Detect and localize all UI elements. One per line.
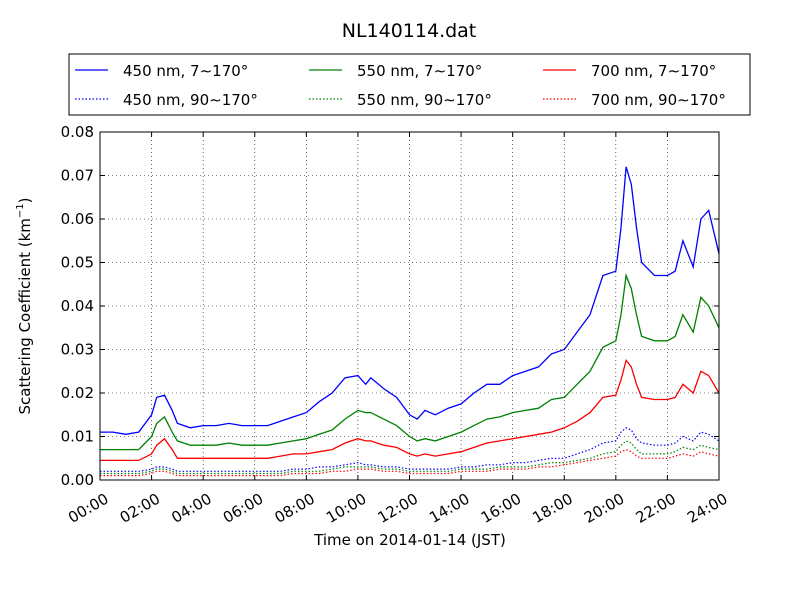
x-tick-label: 00:00	[65, 490, 111, 527]
series-line-3	[100, 272, 720, 451]
y-axis-label: Scattering Coefficient (km−1)	[15, 197, 34, 414]
legend-label-5: 700 nm, 7∼170°	[591, 62, 716, 80]
y-tick-label: 0.07	[61, 167, 94, 185]
y-axis-label-sup: −1	[15, 203, 26, 218]
x-tick-label: 22:00	[633, 490, 679, 527]
series-line-5	[100, 358, 720, 462]
legend-label-1: 450 nm, 7∼170°	[123, 62, 248, 80]
x-tick-label: 16:00	[478, 490, 524, 527]
legend-label-6: 700 nm, 90∼170°	[591, 91, 726, 109]
y-tick-label: 0.05	[61, 254, 94, 272]
x-tick-label: 18:00	[529, 490, 575, 527]
x-tick-label: 24:00	[684, 490, 730, 527]
y-tick-label: 0.08	[61, 123, 94, 141]
x-tick-label: 04:00	[168, 490, 214, 527]
series-line-2	[100, 427, 720, 472]
x-tick-label: 02:00	[117, 490, 163, 527]
x-tick-label: 12:00	[375, 490, 421, 527]
x-tick-label: 10:00	[323, 490, 369, 527]
series-line-4	[100, 440, 720, 475]
series-line-6	[100, 448, 720, 477]
series-layer	[100, 166, 720, 477]
x-axis-label: Time on 2014-01-14 (JST)	[313, 531, 506, 549]
y-tick-label: 0.00	[61, 471, 94, 489]
y-tick-label: 0.06	[61, 210, 94, 228]
legend-box	[68, 53, 751, 116]
y-tick-label: 0.04	[61, 297, 94, 315]
y-tick-label: 0.03	[61, 341, 94, 359]
y-axis-label-main: Scattering Coefficient (km	[16, 218, 34, 414]
x-tick-label: 14:00	[426, 490, 472, 527]
legend-label-4: 550 nm, 90∼170°	[357, 91, 492, 109]
y-axis: 0.00 0.01 0.02 0.03 0.04 0.05 0.06 0.07 0.08	[61, 123, 719, 489]
x-tick-label: 06:00	[220, 490, 266, 527]
legend-label-3: 550 nm, 7∼170°	[357, 62, 482, 80]
x-axis: 00:00 02:00 04:00 06:00 08:00 10:00 12:00 14:00…	[65, 132, 731, 527]
y-tick-label: 0.02	[61, 384, 94, 402]
y-tick-label: 0.01	[61, 428, 94, 446]
x-tick-label: 08:00	[271, 490, 317, 527]
legend-label-2: 450 nm, 90∼170°	[123, 91, 258, 109]
y-axis-label-tail: )	[16, 197, 34, 203]
x-tick-label: 20:00	[581, 490, 627, 527]
series-line-1	[100, 166, 720, 435]
legend: 450 nm, 7∼170° 450 nm, 90∼170° 550 nm, 7∼1…	[75, 62, 726, 109]
chart-title: NL140114.dat	[342, 20, 477, 42]
